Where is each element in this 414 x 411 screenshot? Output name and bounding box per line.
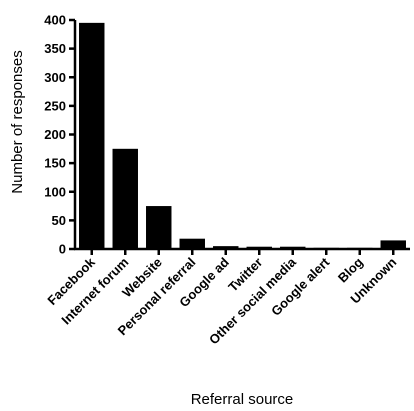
y-tick-label: 300 — [44, 70, 66, 85]
y-tick-label: 100 — [44, 184, 66, 199]
y-tick-label: 200 — [44, 127, 66, 142]
bar-1 — [79, 22, 105, 249]
y-axis: 0 50 100 150 200 250 300 350 400 — [44, 13, 77, 257]
y-tick-label: 400 — [44, 13, 66, 28]
y-tick-label: 350 — [44, 41, 66, 56]
y-axis-title: Number of responses — [9, 50, 26, 193]
bar-3 — [146, 206, 172, 249]
y-tick-label: 150 — [44, 156, 66, 171]
bar-4 — [179, 238, 205, 249]
bars-group — [79, 22, 406, 249]
bar-10 — [380, 240, 406, 249]
y-tick-label: 0 — [59, 242, 66, 257]
bar-2 — [112, 148, 138, 249]
y-tick-label: 250 — [44, 98, 66, 113]
bar-5 — [213, 246, 239, 249]
x-axis-title: Referral source — [191, 391, 294, 408]
y-tick-label: 50 — [52, 213, 66, 228]
